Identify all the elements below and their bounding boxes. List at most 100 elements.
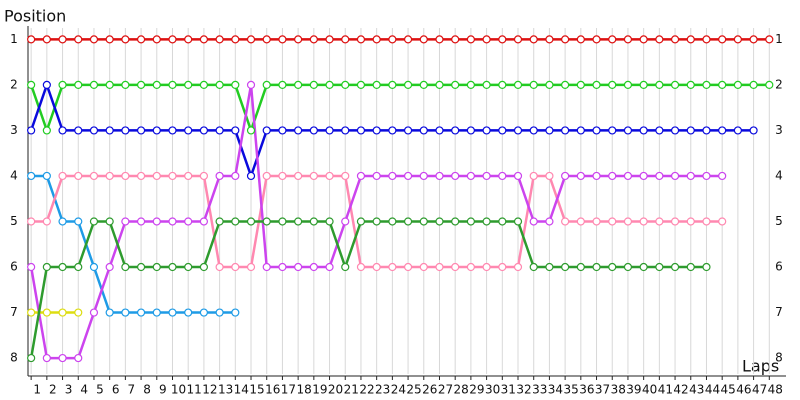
point <box>42 171 51 181</box>
x-tick-label: 45 <box>721 383 736 397</box>
point <box>184 126 193 135</box>
point <box>136 126 146 135</box>
point <box>199 308 209 317</box>
point <box>513 80 523 90</box>
point <box>215 35 224 44</box>
x-tick-label: 21 <box>344 383 359 397</box>
point <box>325 80 334 90</box>
point <box>529 80 538 90</box>
x-tick-label: 1 <box>33 383 41 397</box>
point <box>168 217 177 226</box>
x-tick-label: 11 <box>187 383 202 397</box>
point <box>576 126 585 135</box>
point <box>639 262 648 272</box>
point <box>325 35 334 44</box>
point <box>702 171 711 181</box>
point <box>372 80 381 90</box>
point <box>58 353 67 363</box>
point <box>74 353 83 363</box>
point <box>309 126 318 135</box>
point <box>498 126 507 135</box>
point <box>356 80 366 90</box>
point <box>419 217 428 226</box>
point <box>74 262 83 272</box>
point <box>42 353 51 363</box>
point <box>246 126 256 135</box>
point <box>58 80 67 90</box>
point <box>388 35 397 44</box>
point <box>136 217 146 226</box>
point <box>168 80 177 90</box>
x-tick-label: 2 <box>49 383 57 397</box>
point <box>749 35 758 44</box>
point <box>27 171 36 181</box>
point <box>152 80 161 90</box>
point <box>168 126 177 135</box>
x-tick-label: 3 <box>65 383 73 397</box>
point <box>592 80 601 90</box>
point <box>403 171 413 181</box>
point <box>27 217 36 226</box>
point <box>356 171 366 181</box>
point <box>356 217 366 226</box>
point <box>231 35 240 44</box>
point <box>341 126 350 135</box>
point <box>356 262 366 272</box>
point <box>42 262 51 272</box>
point <box>278 171 287 181</box>
point <box>529 217 538 226</box>
point <box>199 262 209 272</box>
y-tick-label-right: 4 <box>775 168 783 182</box>
point <box>184 171 193 181</box>
point <box>325 262 334 272</box>
x-tick-label: 30 <box>485 383 500 397</box>
y-tick-label: 7 <box>10 305 18 319</box>
point <box>686 262 695 272</box>
point <box>592 35 601 44</box>
y-tick-label-right: 5 <box>775 214 783 228</box>
point <box>356 126 366 135</box>
x-tick-label: 9 <box>159 383 167 397</box>
point <box>341 217 350 226</box>
point <box>718 217 727 226</box>
point <box>639 217 648 226</box>
x-tick-label: 46 <box>736 383 751 397</box>
point <box>309 80 318 90</box>
point <box>733 80 742 90</box>
point <box>482 126 491 135</box>
point <box>718 35 727 44</box>
point <box>215 126 224 135</box>
point <box>466 171 475 181</box>
point <box>231 217 240 226</box>
point <box>74 217 83 226</box>
point <box>702 262 711 272</box>
point <box>341 80 350 90</box>
point <box>608 80 617 90</box>
point <box>765 35 774 44</box>
point <box>58 308 67 317</box>
point <box>561 80 570 90</box>
point <box>482 217 491 226</box>
point <box>419 80 428 90</box>
x-tick-label: 6 <box>112 383 120 397</box>
point <box>451 171 460 181</box>
point <box>592 217 601 226</box>
point <box>561 35 570 44</box>
point <box>136 80 146 90</box>
point <box>294 126 303 135</box>
point <box>482 35 491 44</box>
point <box>702 217 711 226</box>
point <box>246 35 256 44</box>
point <box>545 262 554 272</box>
point <box>388 126 397 135</box>
point <box>184 80 193 90</box>
x-tick-label: 8 <box>143 383 151 397</box>
point <box>168 171 177 181</box>
point <box>231 80 240 90</box>
y-tick-label: 8 <box>10 351 18 365</box>
y-tick-label-right: 6 <box>775 260 783 274</box>
point <box>89 262 99 272</box>
point <box>136 171 146 181</box>
point <box>121 171 130 181</box>
point <box>718 80 727 90</box>
